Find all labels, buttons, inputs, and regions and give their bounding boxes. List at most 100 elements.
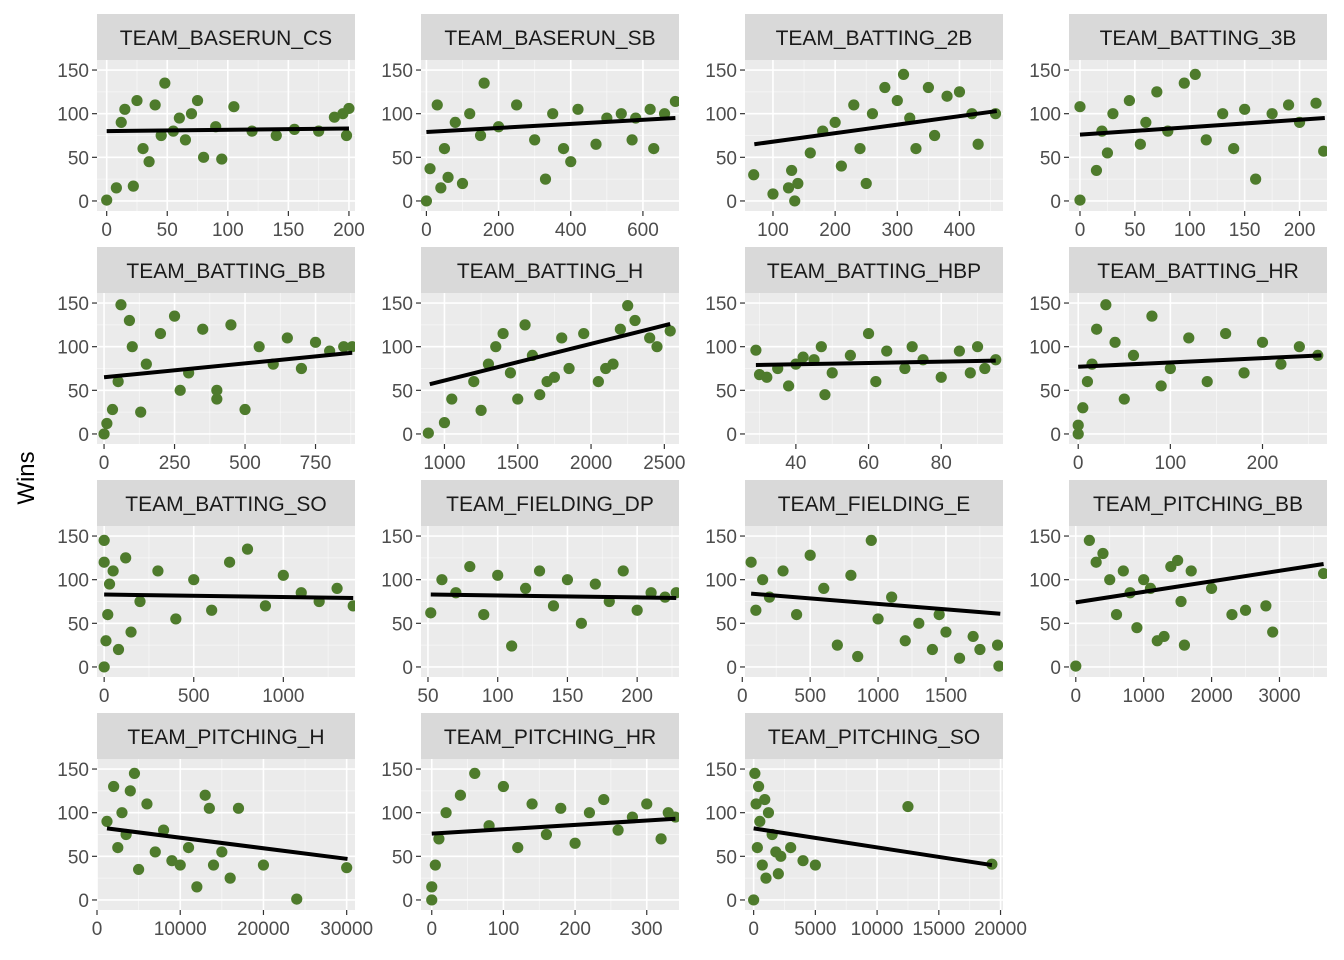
data-point	[865, 534, 877, 547]
data-point	[1107, 108, 1119, 120]
data-point	[750, 798, 762, 810]
data-point	[1140, 116, 1152, 129]
x-tick-label: 200	[559, 919, 591, 940]
data-point	[143, 156, 155, 168]
data-point	[1104, 574, 1116, 586]
facet-strip	[1069, 14, 1327, 60]
data-point	[424, 163, 436, 175]
x-tick-label: 20000	[974, 919, 1027, 940]
x-tick-label: 400	[555, 220, 587, 241]
y-tick-label: 100	[1029, 338, 1061, 359]
x-tick-label: 500	[794, 686, 826, 707]
data-point	[993, 660, 1003, 672]
data-point	[497, 327, 509, 340]
data-point	[1110, 608, 1123, 621]
data-point	[1074, 194, 1086, 206]
data-point	[791, 608, 803, 621]
y-tick-label: 100	[57, 338, 89, 359]
data-point	[940, 626, 952, 638]
facet-strip	[421, 713, 679, 759]
data-point	[607, 358, 619, 370]
data-point	[110, 182, 122, 194]
data-point	[281, 332, 293, 344]
data-point	[340, 129, 353, 142]
data-point	[748, 169, 760, 181]
panel-marks	[421, 77, 679, 207]
data-point	[899, 635, 911, 647]
data-point	[475, 404, 487, 416]
data-point	[1266, 108, 1278, 120]
fit-line	[755, 358, 996, 368]
y-tick-label: 100	[381, 571, 413, 592]
facet-strip	[421, 247, 679, 293]
x-tick-label: 100	[757, 220, 789, 241]
x-tick-label: 200	[483, 220, 515, 241]
data-point	[754, 815, 766, 828]
y-tick-label: 50	[716, 847, 737, 868]
data-point	[166, 855, 178, 867]
x-tick-label: 500	[178, 686, 210, 707]
data-point	[179, 134, 192, 146]
data-point	[425, 607, 437, 619]
data-point	[1178, 639, 1191, 651]
fit-line	[104, 592, 354, 601]
data-point	[125, 626, 137, 638]
data-point	[203, 802, 215, 814]
data-point	[529, 134, 541, 146]
x-tick-label: 10000	[851, 919, 904, 940]
data-point	[804, 147, 816, 159]
data-point	[785, 841, 797, 854]
y-tick-label: 150	[1029, 294, 1061, 315]
facet-panel: TEAM_BATTING_3B 0 50 100 150 0 50 100 150 200	[1029, 14, 1327, 241]
panel-marks	[101, 767, 353, 905]
data-point	[1238, 367, 1250, 379]
panel-marks	[1074, 68, 1327, 206]
panel-marks	[748, 767, 998, 906]
data-point	[783, 380, 795, 392]
facet-strip	[97, 713, 355, 759]
fit-line	[106, 826, 348, 861]
data-point	[492, 569, 504, 581]
data-point	[1091, 323, 1103, 335]
facet-strip	[97, 480, 355, 526]
y-tick-label: 50	[68, 847, 89, 868]
data-point	[953, 345, 965, 357]
data-point	[199, 789, 211, 801]
x-tick-label: 0	[99, 686, 110, 707]
fit-line	[750, 591, 1001, 616]
data-point	[922, 81, 934, 94]
data-point	[1200, 134, 1212, 146]
data-point	[1175, 595, 1187, 608]
data-point	[442, 171, 454, 183]
data-point	[626, 134, 638, 146]
data-point	[1097, 547, 1109, 560]
x-tick-label: 40	[785, 453, 806, 474]
data-point	[257, 859, 270, 871]
data-point	[98, 556, 110, 568]
data-point	[133, 863, 145, 876]
data-point	[1228, 142, 1240, 155]
data-point	[100, 635, 112, 647]
data-point	[211, 384, 223, 396]
x-tick-label: 400	[944, 220, 976, 241]
y-tick-label: 150	[381, 760, 413, 781]
facet-panel: TEAM_BATTING_HBP 0 50 100 150 40 60 80	[705, 247, 1003, 474]
data-point	[188, 574, 200, 586]
data-point	[826, 367, 838, 379]
data-point	[819, 389, 831, 401]
data-point	[1282, 99, 1295, 111]
facet-panel: TEAM_BATTING_BB 0 50 100 150 0 250 500 750	[57, 247, 355, 474]
data-point	[809, 859, 821, 871]
data-point	[497, 780, 510, 793]
y-tick-label: 0	[1050, 192, 1061, 213]
x-tick-label: 30000	[320, 919, 373, 940]
data-point	[797, 855, 809, 867]
x-tick-label: 0	[1073, 453, 1084, 474]
data-point	[533, 565, 546, 577]
data-point	[120, 552, 132, 564]
x-tick-label: 1500	[925, 686, 967, 707]
data-point	[1158, 630, 1170, 643]
data-point	[614, 323, 626, 335]
data-point	[1074, 101, 1086, 113]
data-point	[1117, 565, 1129, 577]
